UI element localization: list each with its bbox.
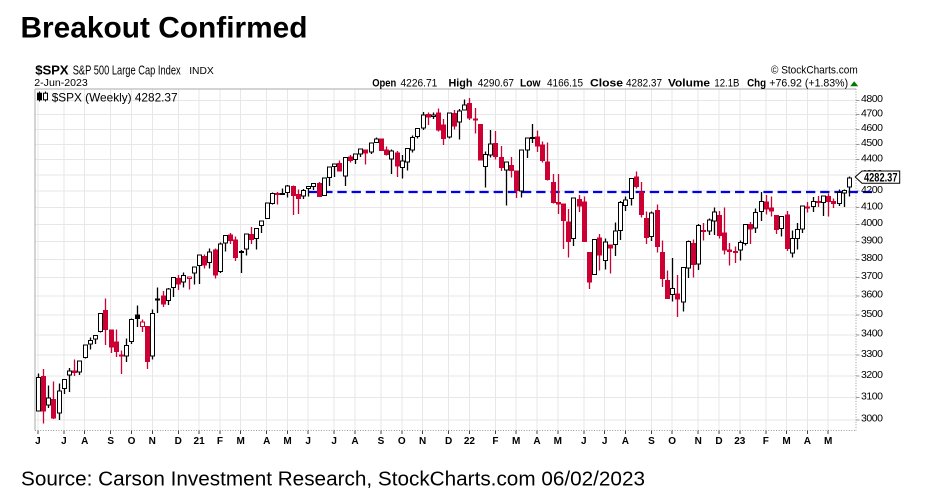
svg-text:D: D bbox=[175, 436, 182, 447]
svg-text:A: A bbox=[263, 436, 270, 447]
svg-text:J: J bbox=[331, 436, 337, 447]
svg-text:Breakout Confirmed: Breakout Confirmed bbox=[21, 12, 308, 45]
svg-text:4700: 4700 bbox=[861, 107, 883, 119]
svg-text:23: 23 bbox=[734, 436, 746, 447]
svg-text:J: J bbox=[61, 436, 67, 447]
svg-text:O: O bbox=[398, 436, 406, 447]
svg-text:S: S bbox=[378, 436, 385, 447]
svg-text:D: D bbox=[445, 436, 452, 447]
svg-text:A: A bbox=[81, 436, 88, 447]
svg-text:M: M bbox=[512, 436, 520, 447]
svg-text:M: M bbox=[554, 436, 562, 447]
svg-text:J: J bbox=[602, 436, 608, 447]
svg-text:D: D bbox=[715, 436, 722, 447]
svg-text:4200: 4200 bbox=[861, 184, 883, 196]
svg-text:J: J bbox=[305, 436, 311, 447]
svg-text:Volume: Volume bbox=[668, 77, 710, 89]
svg-text:M: M bbox=[824, 436, 832, 447]
svg-text:A: A bbox=[622, 436, 629, 447]
svg-text:M: M bbox=[782, 436, 790, 447]
svg-text:S: S bbox=[648, 436, 655, 447]
svg-text:M: M bbox=[283, 436, 291, 447]
svg-text:4226.71: 4226.71 bbox=[401, 77, 438, 89]
svg-text:4000: 4000 bbox=[861, 217, 883, 229]
svg-text:12.1B: 12.1B bbox=[714, 77, 739, 89]
svg-text:High: High bbox=[449, 77, 473, 89]
svg-text:$SPX: $SPX bbox=[35, 63, 68, 78]
svg-text:F: F bbox=[492, 436, 498, 447]
svg-text:21: 21 bbox=[194, 436, 206, 447]
svg-text:3300: 3300 bbox=[861, 348, 883, 360]
svg-text:2-Jun-2023: 2-Jun-2023 bbox=[34, 77, 88, 89]
svg-text:O: O bbox=[668, 436, 676, 447]
svg-text:4290.67: 4290.67 bbox=[478, 77, 514, 89]
svg-text:4400: 4400 bbox=[861, 152, 883, 164]
svg-text:3100: 3100 bbox=[861, 390, 883, 402]
svg-text:INDX: INDX bbox=[189, 65, 214, 77]
svg-text:4282.37: 4282.37 bbox=[626, 77, 662, 89]
svg-text:J: J bbox=[581, 436, 587, 447]
svg-text:S: S bbox=[107, 436, 114, 447]
svg-text:4282.37: 4282.37 bbox=[864, 172, 898, 184]
svg-text:J: J bbox=[35, 436, 41, 447]
svg-text:3600: 3600 bbox=[861, 289, 883, 301]
svg-text:4100: 4100 bbox=[861, 200, 883, 212]
svg-text:3900: 3900 bbox=[861, 234, 883, 246]
svg-text:F: F bbox=[763, 436, 769, 447]
svg-text:N: N bbox=[695, 436, 702, 447]
svg-text:A: A bbox=[533, 436, 540, 447]
svg-text:4800: 4800 bbox=[861, 93, 883, 105]
svg-text:A: A bbox=[351, 436, 358, 447]
svg-text:Source: Carson Investment Rese: Source: Carson Investment Research, Stoc… bbox=[21, 469, 645, 491]
svg-text:M: M bbox=[237, 436, 245, 447]
svg-text:4500: 4500 bbox=[861, 137, 883, 149]
svg-text:3800: 3800 bbox=[861, 252, 883, 264]
svg-text:4600: 4600 bbox=[861, 122, 883, 134]
svg-text:© StockCharts.com: © StockCharts.com bbox=[771, 64, 858, 76]
svg-text:N: N bbox=[419, 436, 426, 447]
svg-text:22: 22 bbox=[464, 436, 476, 447]
svg-text:Low: Low bbox=[520, 77, 541, 89]
svg-text:+76.92 (+1.83%): +76.92 (+1.83%) bbox=[769, 77, 848, 89]
svg-text:3200: 3200 bbox=[861, 369, 883, 381]
svg-text:N: N bbox=[149, 436, 156, 447]
svg-text:O: O bbox=[128, 436, 136, 447]
svg-text:3000: 3000 bbox=[861, 413, 883, 425]
svg-text:Open: Open bbox=[372, 77, 396, 89]
svg-text:4166.15: 4166.15 bbox=[547, 77, 583, 89]
svg-text:$SPX (Weekly) 4282.37: $SPX (Weekly) 4282.37 bbox=[52, 90, 178, 104]
svg-text:F: F bbox=[217, 436, 223, 447]
svg-text:Close: Close bbox=[590, 77, 623, 89]
svg-text:3700: 3700 bbox=[861, 270, 883, 282]
svg-text:S&P 500 Large Cap Index: S&P 500 Large Cap Index bbox=[73, 64, 182, 78]
svg-text:3500: 3500 bbox=[861, 308, 883, 320]
svg-text:A: A bbox=[804, 436, 811, 447]
svg-text:3400: 3400 bbox=[861, 328, 883, 340]
svg-text:Chg: Chg bbox=[747, 77, 766, 89]
